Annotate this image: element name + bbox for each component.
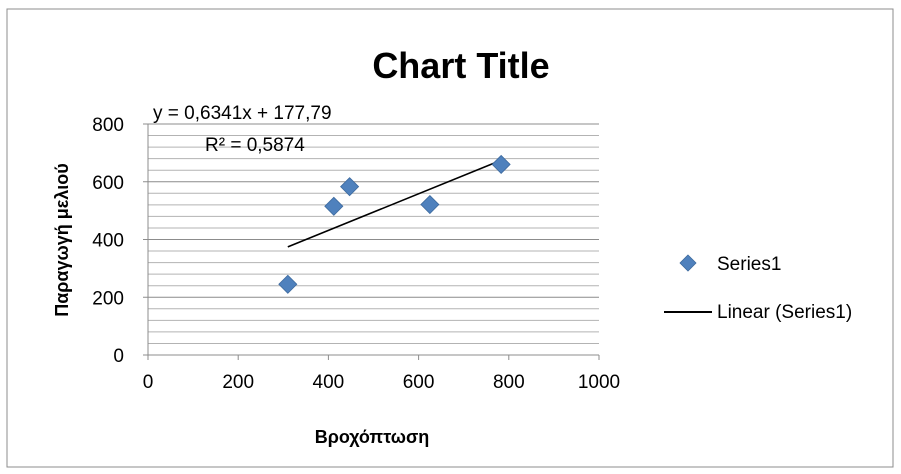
- chart-title: Chart Title: [372, 45, 549, 86]
- y-tick-label: 400: [92, 231, 124, 252]
- data-point: [278, 274, 298, 294]
- chart-border: [6, 8, 894, 468]
- y-tick-label: 600: [92, 173, 124, 194]
- gridlines: [148, 123, 599, 356]
- data-point: [491, 154, 511, 174]
- legend-label-series1: Series1: [717, 254, 781, 275]
- x-axis-title: Βροχόπτωση: [315, 427, 430, 447]
- legend-marker-series1: [679, 254, 697, 272]
- legend-label-linear: Linear (Series1): [717, 302, 852, 323]
- x-tick-label: 200: [222, 372, 254, 393]
- x-tick-label: 800: [493, 372, 525, 393]
- y-axis-title: Παραγωγή μελιού: [52, 163, 72, 317]
- trendline-equation: y = 0,6341x + 177,79: [153, 103, 332, 124]
- y-tick-labels: 0 200 400 600 800: [92, 115, 124, 367]
- axes: [143, 123, 600, 360]
- trendline-group: [287, 159, 502, 248]
- y-tick-label: 0: [113, 346, 124, 367]
- trendline: [287, 159, 502, 248]
- trendline-r2: R² = 0,5874: [205, 135, 305, 156]
- y-tick-label: 800: [92, 115, 124, 136]
- data-point: [324, 196, 344, 216]
- series1-points: [278, 154, 511, 294]
- x-tick-labels: 0 200 400 600 800 1000: [143, 372, 620, 393]
- y-tick-label: 200: [92, 288, 124, 309]
- data-point: [420, 194, 440, 215]
- x-tick-label: 0: [143, 372, 154, 393]
- data-point: [340, 177, 360, 197]
- x-tick-label: 600: [403, 372, 435, 393]
- x-tick-label: 400: [313, 372, 345, 393]
- x-tick-label: 1000: [578, 372, 620, 393]
- legend: Series1 Linear (Series1): [664, 254, 852, 323]
